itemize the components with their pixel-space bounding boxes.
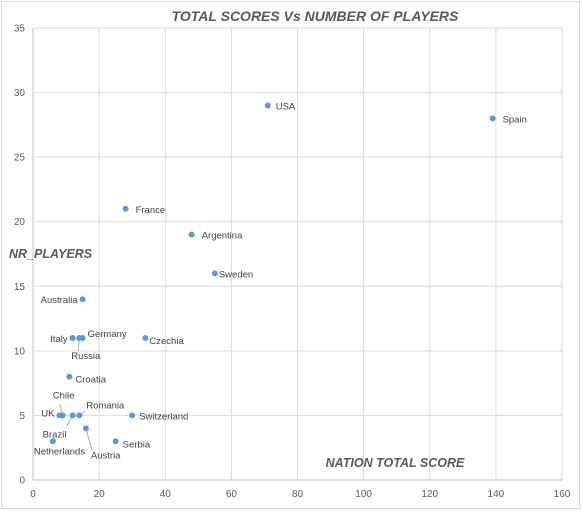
point-spain: [489, 115, 496, 122]
point-label-russia: Russia: [71, 351, 101, 362]
point-layer: [49, 102, 496, 445]
point-label-sweden: Sweden: [219, 269, 253, 280]
point-croatia: [66, 373, 73, 380]
point-label-czechia: Czechia: [149, 336, 184, 347]
point-label-usa: USA: [276, 101, 296, 112]
x-tick-label: 0: [30, 489, 36, 500]
x-tick-label: 20: [94, 489, 106, 500]
point-brazil: [69, 412, 76, 419]
y-tick-label: 15: [14, 282, 26, 293]
x-tick-label: 100: [355, 489, 372, 500]
point-label-france: France: [136, 205, 166, 216]
point-australia: [79, 296, 86, 303]
point-label-italy: Italy: [50, 334, 68, 345]
point-label-austria: Austria: [91, 450, 121, 461]
point-label-australia: Australia: [41, 295, 79, 306]
y-tick-label: 5: [19, 411, 25, 422]
point-sweden: [211, 270, 218, 277]
y-tick-label: 20: [14, 217, 26, 228]
point-label-argentina: Argentina: [202, 231, 243, 242]
point-austria: [82, 425, 89, 432]
point-label-germany: Germany: [88, 329, 127, 340]
x-tick-label: 80: [292, 489, 304, 500]
point-serbia: [112, 438, 119, 445]
y-tick-label: 10: [14, 346, 26, 357]
point-label-brazil: Brazil: [43, 429, 67, 440]
x-tick-label: 60: [226, 489, 238, 500]
point-label-croatia: Croatia: [75, 375, 106, 386]
point-label-netherlands: Netherlands: [34, 446, 85, 457]
y-axis-title: NR_PLAYERS: [9, 247, 93, 261]
leader-line-austria: [85, 428, 93, 451]
x-tick-label: 160: [554, 489, 571, 500]
y-tick-label: 0: [19, 476, 25, 487]
point-russia: [76, 334, 83, 341]
point-argentina: [188, 231, 195, 238]
point-label-serbia: Serbia: [123, 439, 151, 450]
tick-layer: 0 20 40 60 80 100 120 140 160 0 5 10 15 20 25 30 35: [14, 24, 571, 501]
grid-layer: [32, 27, 563, 481]
point-czechia: [142, 334, 149, 341]
point-label-uk: UK: [41, 408, 55, 419]
x-tick-label: 40: [160, 489, 172, 500]
point-switzerland: [129, 412, 136, 419]
point-italy: [69, 334, 76, 341]
point-romania: [76, 412, 83, 419]
y-tick-label: 30: [14, 88, 26, 99]
x-axis-title: NATION TOTAL SCORE: [326, 456, 465, 470]
label-layer: USA Spain France Argentina Sweden Australia It…: [34, 101, 527, 461]
point-label-switzerland: Switzerland: [139, 411, 188, 422]
point-uk: [56, 412, 63, 419]
point-label-romania: Romania: [86, 400, 125, 411]
y-tick-label: 25: [14, 153, 26, 164]
point-usa: [264, 102, 271, 109]
x-tick-label: 120: [421, 489, 438, 500]
point-netherlands: [49, 438, 56, 445]
point-france: [122, 205, 129, 212]
point-label-chile: Chile: [53, 390, 75, 401]
chart-title: TOTAL SCORES Vs NUMBER OF PLAYERS: [172, 8, 459, 24]
x-tick-label: 140: [488, 489, 505, 500]
y-tick-label: 35: [14, 24, 26, 35]
point-label-spain: Spain: [503, 114, 527, 125]
